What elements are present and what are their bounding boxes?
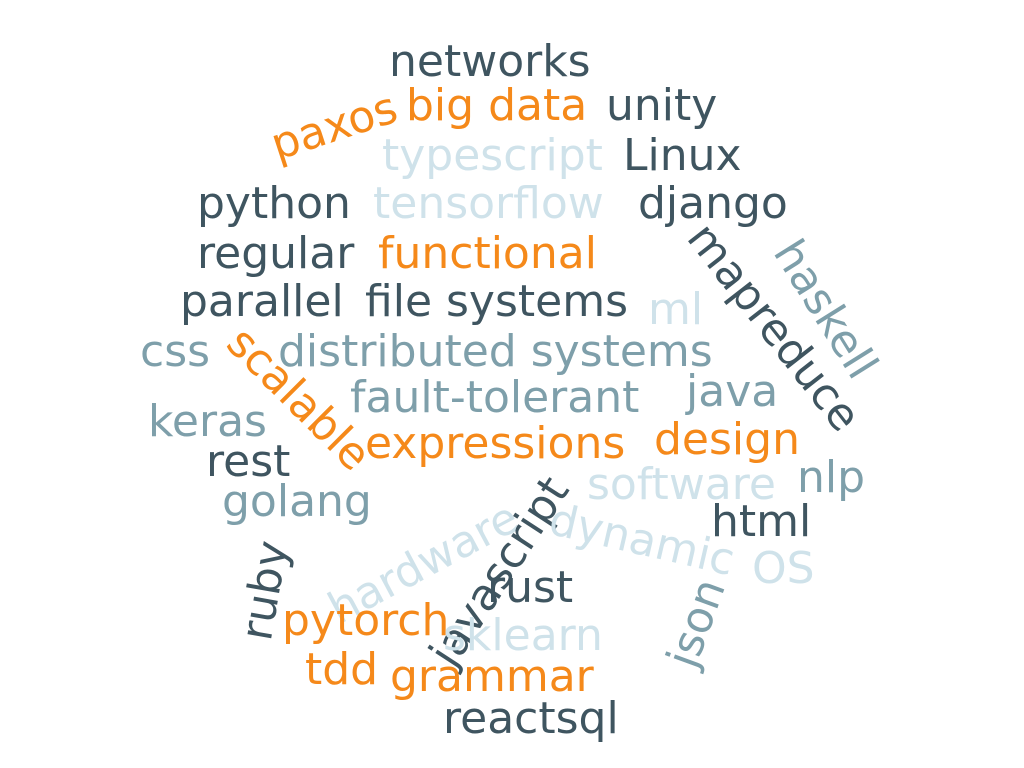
word-file-systems: file systems: [365, 276, 628, 327]
word-golang: golang: [222, 476, 372, 527]
word-functional: functional: [378, 228, 597, 279]
word-java: java: [686, 366, 779, 417]
word-parallel: parallel: [180, 276, 344, 327]
word-big-data: big data: [406, 80, 588, 131]
word-expressions: expressions: [365, 418, 626, 469]
word-tensorflow: tensorflow: [373, 178, 604, 229]
word-rust: rust: [487, 562, 574, 613]
word-ml: ml: [648, 284, 704, 335]
word-html: html: [711, 496, 812, 547]
word-design: design: [654, 414, 800, 465]
word-distributed-systems: distributed systems: [278, 326, 713, 377]
word-dynamic: dynamic: [544, 494, 740, 587]
word-rest: rest: [206, 436, 291, 487]
word-css: css: [140, 326, 211, 377]
word-unity: unity: [606, 80, 718, 131]
word-linux: Linux: [623, 130, 742, 181]
word-django: django: [638, 178, 788, 229]
word-fault-tolerant: fault-tolerant: [350, 372, 640, 423]
word-keras: keras: [148, 396, 267, 447]
word-grammar: grammar: [390, 651, 594, 702]
word-tdd: tdd: [305, 644, 379, 695]
word-typescript: typescript: [382, 130, 603, 181]
word-software: software: [587, 459, 776, 510]
word-nlp: nlp: [797, 452, 866, 503]
word-os: OS: [752, 543, 815, 594]
word-regular: regular: [197, 228, 355, 279]
word-pytorch: pytorch: [282, 595, 450, 646]
word-reactsql: reactsql: [443, 693, 619, 744]
word-python: python: [197, 178, 351, 229]
word-sklearn: sklearn: [443, 610, 603, 661]
word-networks: networks: [389, 36, 591, 87]
word-json: json: [657, 572, 736, 675]
